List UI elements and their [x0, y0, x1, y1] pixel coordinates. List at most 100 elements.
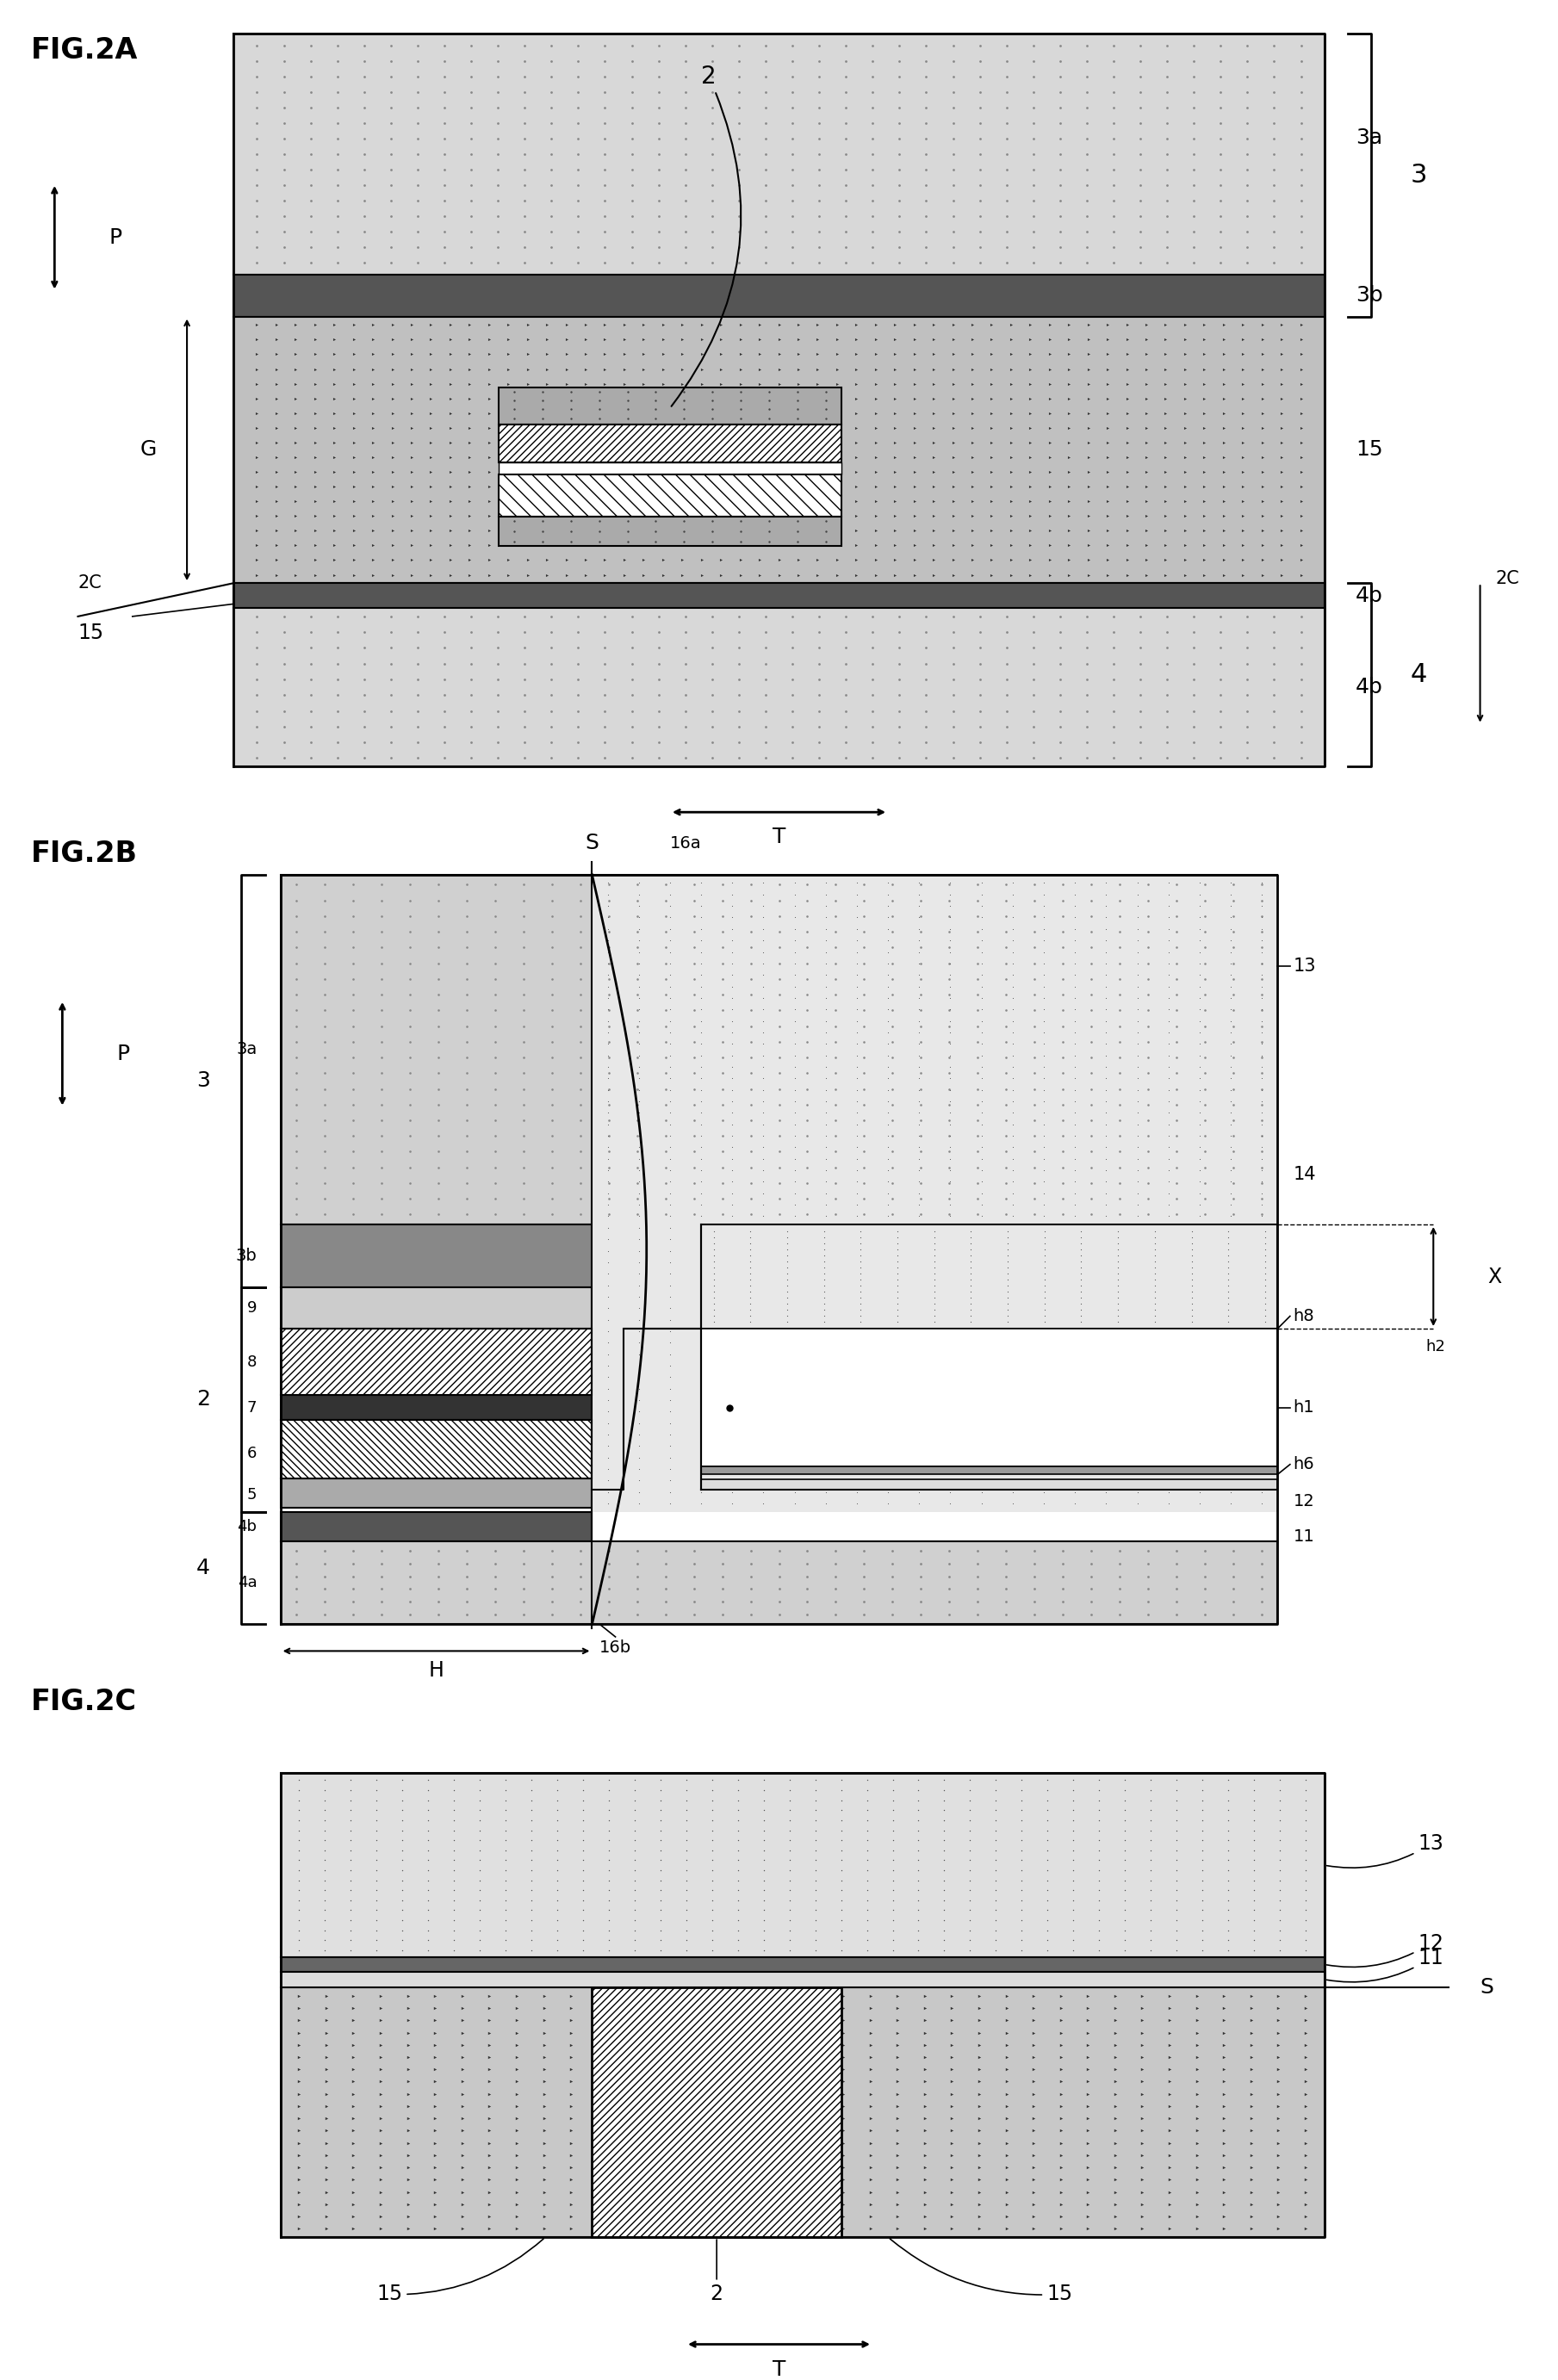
Point: [983, 1861, 1008, 1899]
Point: [932, 1852, 957, 1890]
Point: [966, 2037, 991, 2075]
Point: [726, 724, 751, 762]
Point: [441, 1761, 466, 1799]
Point: [1164, 1023, 1189, 1061]
Point: [876, 1116, 901, 1154]
Point: [751, 864, 776, 902]
Point: [938, 1278, 963, 1316]
Point: [1031, 1254, 1056, 1292]
Point: [453, 1195, 478, 1233]
Point: [586, 2037, 611, 2075]
Point: [620, 119, 645, 157]
Point: [1142, 1273, 1167, 1311]
Point: [921, 378, 946, 416]
Point: [1022, 1180, 1047, 1219]
Text: 2C: 2C: [78, 574, 101, 593]
Point: [595, 1002, 620, 1040]
Point: [1020, 1990, 1045, 2028]
Point: [643, 371, 668, 409]
Point: [539, 959, 564, 997]
Point: [813, 888, 838, 926]
Point: [360, 512, 385, 550]
Point: [1102, 645, 1126, 683]
Point: [483, 897, 508, 935]
Point: [994, 1054, 1019, 1092]
Point: [1139, 1780, 1164, 1818]
Point: [539, 1071, 564, 1109]
Point: [595, 1083, 620, 1121]
Point: [313, 1921, 338, 1959]
Point: [1047, 228, 1072, 267]
Point: [738, 1595, 763, 1633]
Point: [653, 1007, 678, 1045]
Point: [287, 2099, 312, 2137]
Point: [425, 1085, 450, 1123]
Point: [341, 350, 366, 388]
Point: [921, 438, 946, 476]
Point: [1031, 1223, 1056, 1261]
Point: [969, 1404, 994, 1442]
Point: [1139, 1861, 1164, 1899]
Point: [1250, 1221, 1274, 1259]
Point: [1187, 1485, 1212, 1523]
Point: [844, 1173, 869, 1211]
Point: [844, 1242, 869, 1280]
Point: [1075, 2049, 1100, 2087]
Point: [907, 1485, 932, 1523]
Point: [720, 990, 745, 1028]
Point: [844, 1014, 869, 1052]
Point: [1211, 512, 1235, 550]
Point: [390, 1880, 414, 1918]
Point: [748, 540, 773, 578]
Point: [368, 2025, 393, 2063]
Point: [1142, 1297, 1167, 1335]
Point: [326, 88, 351, 126]
Point: [494, 1780, 519, 1818]
Point: [1173, 526, 1198, 564]
Point: [701, 1297, 726, 1335]
Point: [341, 2087, 366, 2125]
Point: [365, 1930, 390, 1968]
Point: [1153, 364, 1178, 402]
Point: [844, 1299, 869, 1338]
Point: [456, 350, 481, 388]
Point: [620, 614, 645, 652]
Point: [1164, 1583, 1189, 1621]
Point: [813, 1299, 838, 1338]
Point: [245, 43, 270, 81]
Point: [1114, 497, 1139, 536]
Point: [1125, 1359, 1150, 1397]
Point: [885, 2037, 910, 2075]
Point: [1235, 707, 1260, 745]
Point: [432, 74, 456, 112]
Point: [1063, 1026, 1087, 1064]
Point: [738, 1235, 763, 1273]
Point: [813, 1449, 838, 1488]
Point: [880, 1761, 905, 1799]
Point: [360, 336, 385, 374]
Point: [592, 659, 617, 697]
Point: [941, 724, 966, 762]
Point: [969, 864, 994, 902]
Point: [340, 976, 365, 1014]
Point: [738, 1230, 763, 1269]
Point: [555, 512, 580, 550]
Point: [1239, 2049, 1264, 2087]
Point: [539, 1150, 564, 1188]
Point: [908, 1007, 933, 1045]
Point: [994, 1150, 1019, 1188]
Point: [902, 307, 927, 345]
Point: [369, 897, 394, 935]
Point: [1156, 978, 1181, 1016]
Point: [453, 1133, 478, 1171]
Point: [626, 1128, 651, 1166]
Point: [1010, 1880, 1035, 1918]
Point: [969, 897, 994, 935]
Point: [907, 1811, 932, 1849]
Point: [1075, 57, 1100, 95]
Point: [969, 1233, 994, 1271]
Point: [852, 1133, 877, 1171]
Point: [458, 628, 483, 666]
Point: [1218, 1197, 1243, 1235]
Point: [483, 1557, 508, 1595]
